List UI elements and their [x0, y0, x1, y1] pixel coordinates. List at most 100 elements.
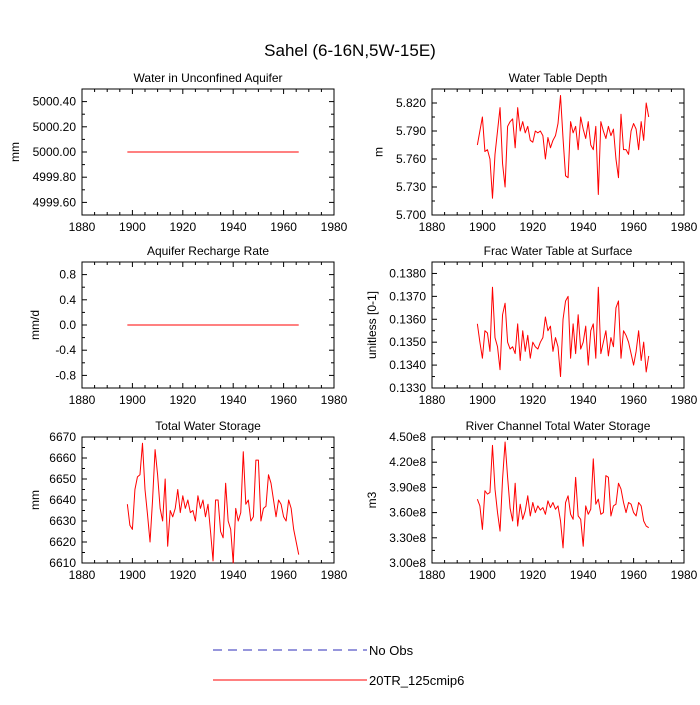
y-tick-label: 5000.00	[33, 145, 77, 159]
x-tick-label: 1940	[220, 393, 247, 407]
y-tick-label: 4999.80	[33, 170, 77, 184]
y-tick-label: 0.1350	[389, 335, 426, 349]
series-line	[476, 286, 650, 378]
y-tick-label: 6630	[49, 514, 76, 528]
y-tick-label: 6650	[49, 472, 76, 486]
x-tick-label: 1900	[469, 220, 496, 234]
y-tick-label: 0.4	[59, 293, 76, 307]
panels: Water in Unconfined Aquifer 1880 1900 1920 1…	[8, 71, 698, 582]
x-tick-label: 1880	[419, 220, 446, 234]
y-tick-label: 6640	[49, 493, 76, 507]
x-tick-label: 1880	[69, 220, 96, 234]
y-axis-label: mm	[28, 490, 42, 510]
y-tick-label: 4999.60	[33, 195, 77, 209]
y-tick-label: 5000.20	[33, 120, 77, 134]
y-tick-label: 4.20e8	[389, 455, 426, 469]
x-tick-label: 1980	[671, 568, 698, 582]
x-tick-label: 1920	[519, 393, 546, 407]
panel-title: Total Water Storage	[155, 419, 261, 433]
legend-entry-1-label: No Obs	[369, 643, 414, 658]
y-tick-label: 6610	[49, 556, 76, 570]
x-tick-label: 1920	[169, 393, 196, 407]
y-tick-label: 6620	[49, 535, 76, 549]
y-tick-label: 3.30e8	[389, 531, 426, 545]
x-tick-label: 1940	[220, 220, 247, 234]
plot-frame	[431, 436, 685, 564]
x-tick-label: 1960	[270, 568, 297, 582]
y-axis-label: unitless [0-1]	[365, 291, 379, 359]
panel-5: Total Water Storage 1880 1900 1920 1940 1960 1…	[28, 419, 347, 582]
panel-title: River Channel Total Water Storage	[466, 419, 651, 433]
x-tick-label: 1900	[119, 393, 146, 407]
panel-4: Frac Water Table at Surface 1880 1900 1920 1…	[365, 244, 698, 407]
y-tick-label: 5.790	[396, 124, 426, 138]
x-tick-label: 1980	[671, 220, 698, 234]
y-axis-label: m3	[365, 491, 379, 508]
x-tick-label: 1900	[119, 220, 146, 234]
y-tick-label: 5.730	[396, 180, 426, 194]
y-tick-label: 0.1330	[389, 381, 426, 395]
y-tick-label: 3.60e8	[389, 506, 426, 520]
x-tick-label: 1940	[570, 393, 597, 407]
panel-1: Water in Unconfined Aquifer 1880 1900 1920 1…	[8, 71, 348, 234]
panel-3: Aquifer Recharge Rate 1880 1900 1920 1940 196…	[28, 244, 347, 407]
legend-entry-2-label: 20TR_125cmip6	[369, 673, 464, 688]
panel-6: River Channel Total Water Storage 1880 190…	[365, 419, 698, 582]
y-tick-label: -0.4	[55, 343, 76, 357]
x-tick-label: 1940	[570, 568, 597, 582]
y-axis-label: m	[372, 147, 386, 157]
panel-title: Water Table Depth	[509, 71, 608, 85]
y-tick-label: 0.8	[59, 268, 76, 282]
x-tick-label: 1980	[321, 568, 348, 582]
x-tick-label: 1980	[321, 220, 348, 234]
y-axis-label: mm	[8, 142, 22, 162]
x-tick-label: 1920	[519, 568, 546, 582]
x-tick-label: 1960	[270, 220, 297, 234]
x-tick-label: 1920	[169, 568, 196, 582]
panel-title: Aquifer Recharge Rate	[147, 244, 269, 258]
x-tick-label: 1880	[69, 568, 96, 582]
y-tick-label: 5.760	[396, 152, 426, 166]
y-tick-label: 3.90e8	[389, 480, 426, 494]
x-tick-label: 1960	[620, 220, 647, 234]
series-line	[476, 95, 650, 199]
x-tick-label: 1880	[69, 393, 96, 407]
panel-title: Water in Unconfined Aquifer	[134, 71, 283, 85]
y-tick-label: 3.00e8	[389, 556, 426, 570]
y-tick-label: 0.1370	[389, 289, 426, 303]
main-title: Sahel (6-16N,5W-15E)	[264, 41, 436, 60]
x-tick-label: 1960	[620, 568, 647, 582]
panel-title: Frac Water Table at Surface	[484, 244, 633, 258]
x-tick-label: 1940	[570, 220, 597, 234]
x-tick-label: 1920	[519, 220, 546, 234]
y-tick-label: 5.700	[396, 208, 426, 222]
y-tick-label: 0.1380	[389, 266, 426, 280]
series-line	[126, 442, 300, 564]
y-tick-label: 6670	[49, 430, 76, 444]
y-tick-label: 5000.40	[33, 95, 77, 109]
y-tick-label: 0.1340	[389, 358, 426, 372]
x-tick-label: 1880	[419, 393, 446, 407]
series-line	[476, 441, 649, 549]
y-tick-label: 4.50e8	[389, 430, 426, 444]
x-tick-label: 1900	[469, 568, 496, 582]
y-tick-label: 5.820	[396, 96, 426, 110]
y-axis-label: mm/d	[28, 310, 42, 340]
x-tick-label: 1940	[220, 568, 247, 582]
x-tick-label: 1960	[620, 393, 647, 407]
x-tick-label: 1920	[169, 220, 196, 234]
x-tick-label: 1980	[321, 393, 348, 407]
y-tick-label: 0.1360	[389, 312, 426, 326]
panel-2: Water Table Depth 1880 1900 1920 1940 1960 198…	[372, 71, 698, 234]
x-tick-label: 1880	[419, 568, 446, 582]
legend: No Obs 20TR_125cmip6	[213, 643, 464, 688]
x-tick-label: 1960	[270, 393, 297, 407]
x-tick-label: 1900	[469, 393, 496, 407]
y-tick-label: 0.0	[59, 318, 76, 332]
x-tick-label: 1900	[119, 568, 146, 582]
y-tick-label: 6660	[49, 451, 76, 465]
y-tick-label: -0.8	[55, 368, 76, 382]
x-tick-label: 1980	[671, 393, 698, 407]
